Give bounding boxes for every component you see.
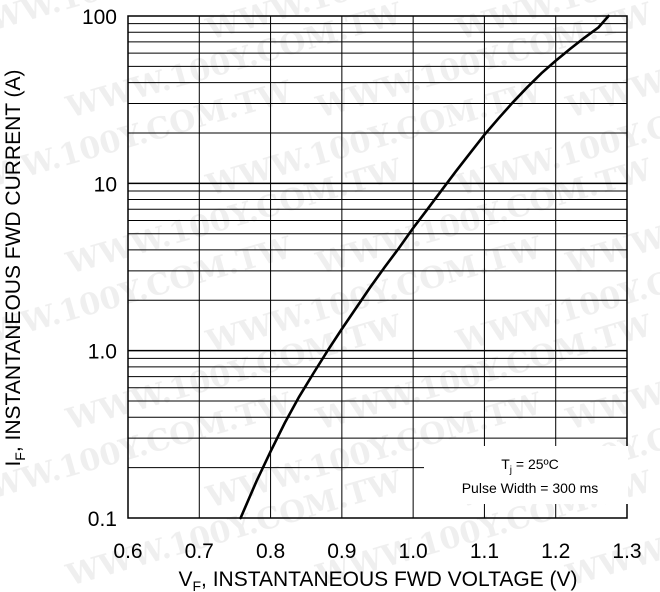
x-tick-label: 1.2 (541, 540, 570, 563)
x-tick-label: 1.3 (612, 540, 641, 563)
grid-lines (128, 16, 627, 518)
y-tick-label: 0.1 (88, 508, 117, 531)
x-axis-title: VF, INSTANTANEOUS FWD VOLTAGE (V) (178, 568, 577, 592)
plot-frame (127, 15, 628, 519)
x-tick-labels: 0.6 0.7 0.8 0.9 1.0 1.1 1.2 1.3 (113, 540, 641, 563)
y-tick-label: 100 (82, 6, 117, 29)
x-tick-label: 1.0 (399, 540, 428, 563)
annotation-pulse-width: Pulse Width = 300 ms (462, 480, 599, 496)
x-tick-label: 1.1 (470, 540, 499, 563)
y-tick-label: 10 (94, 173, 117, 196)
annotation-temperature: Tj = 25ºC (501, 456, 559, 476)
y-tick-label: 1.0 (88, 341, 117, 364)
forward-current-curve (239, 14, 610, 520)
annotation-box: Tj = 25ºC Pulse Width = 300 ms (424, 446, 628, 504)
x-tick-label: 0.8 (256, 540, 285, 563)
x-tick-label: 0.6 (113, 540, 142, 563)
y-tick-labels: 0.1 1.0 10 100 (82, 6, 117, 531)
x-tick-label: 0.7 (185, 540, 214, 563)
annotation-background (424, 446, 628, 504)
x-tick-label: 0.9 (327, 540, 356, 563)
y-axis-title: IF, INSTANTANEOUS FWD CURRENT (A) (2, 69, 28, 466)
